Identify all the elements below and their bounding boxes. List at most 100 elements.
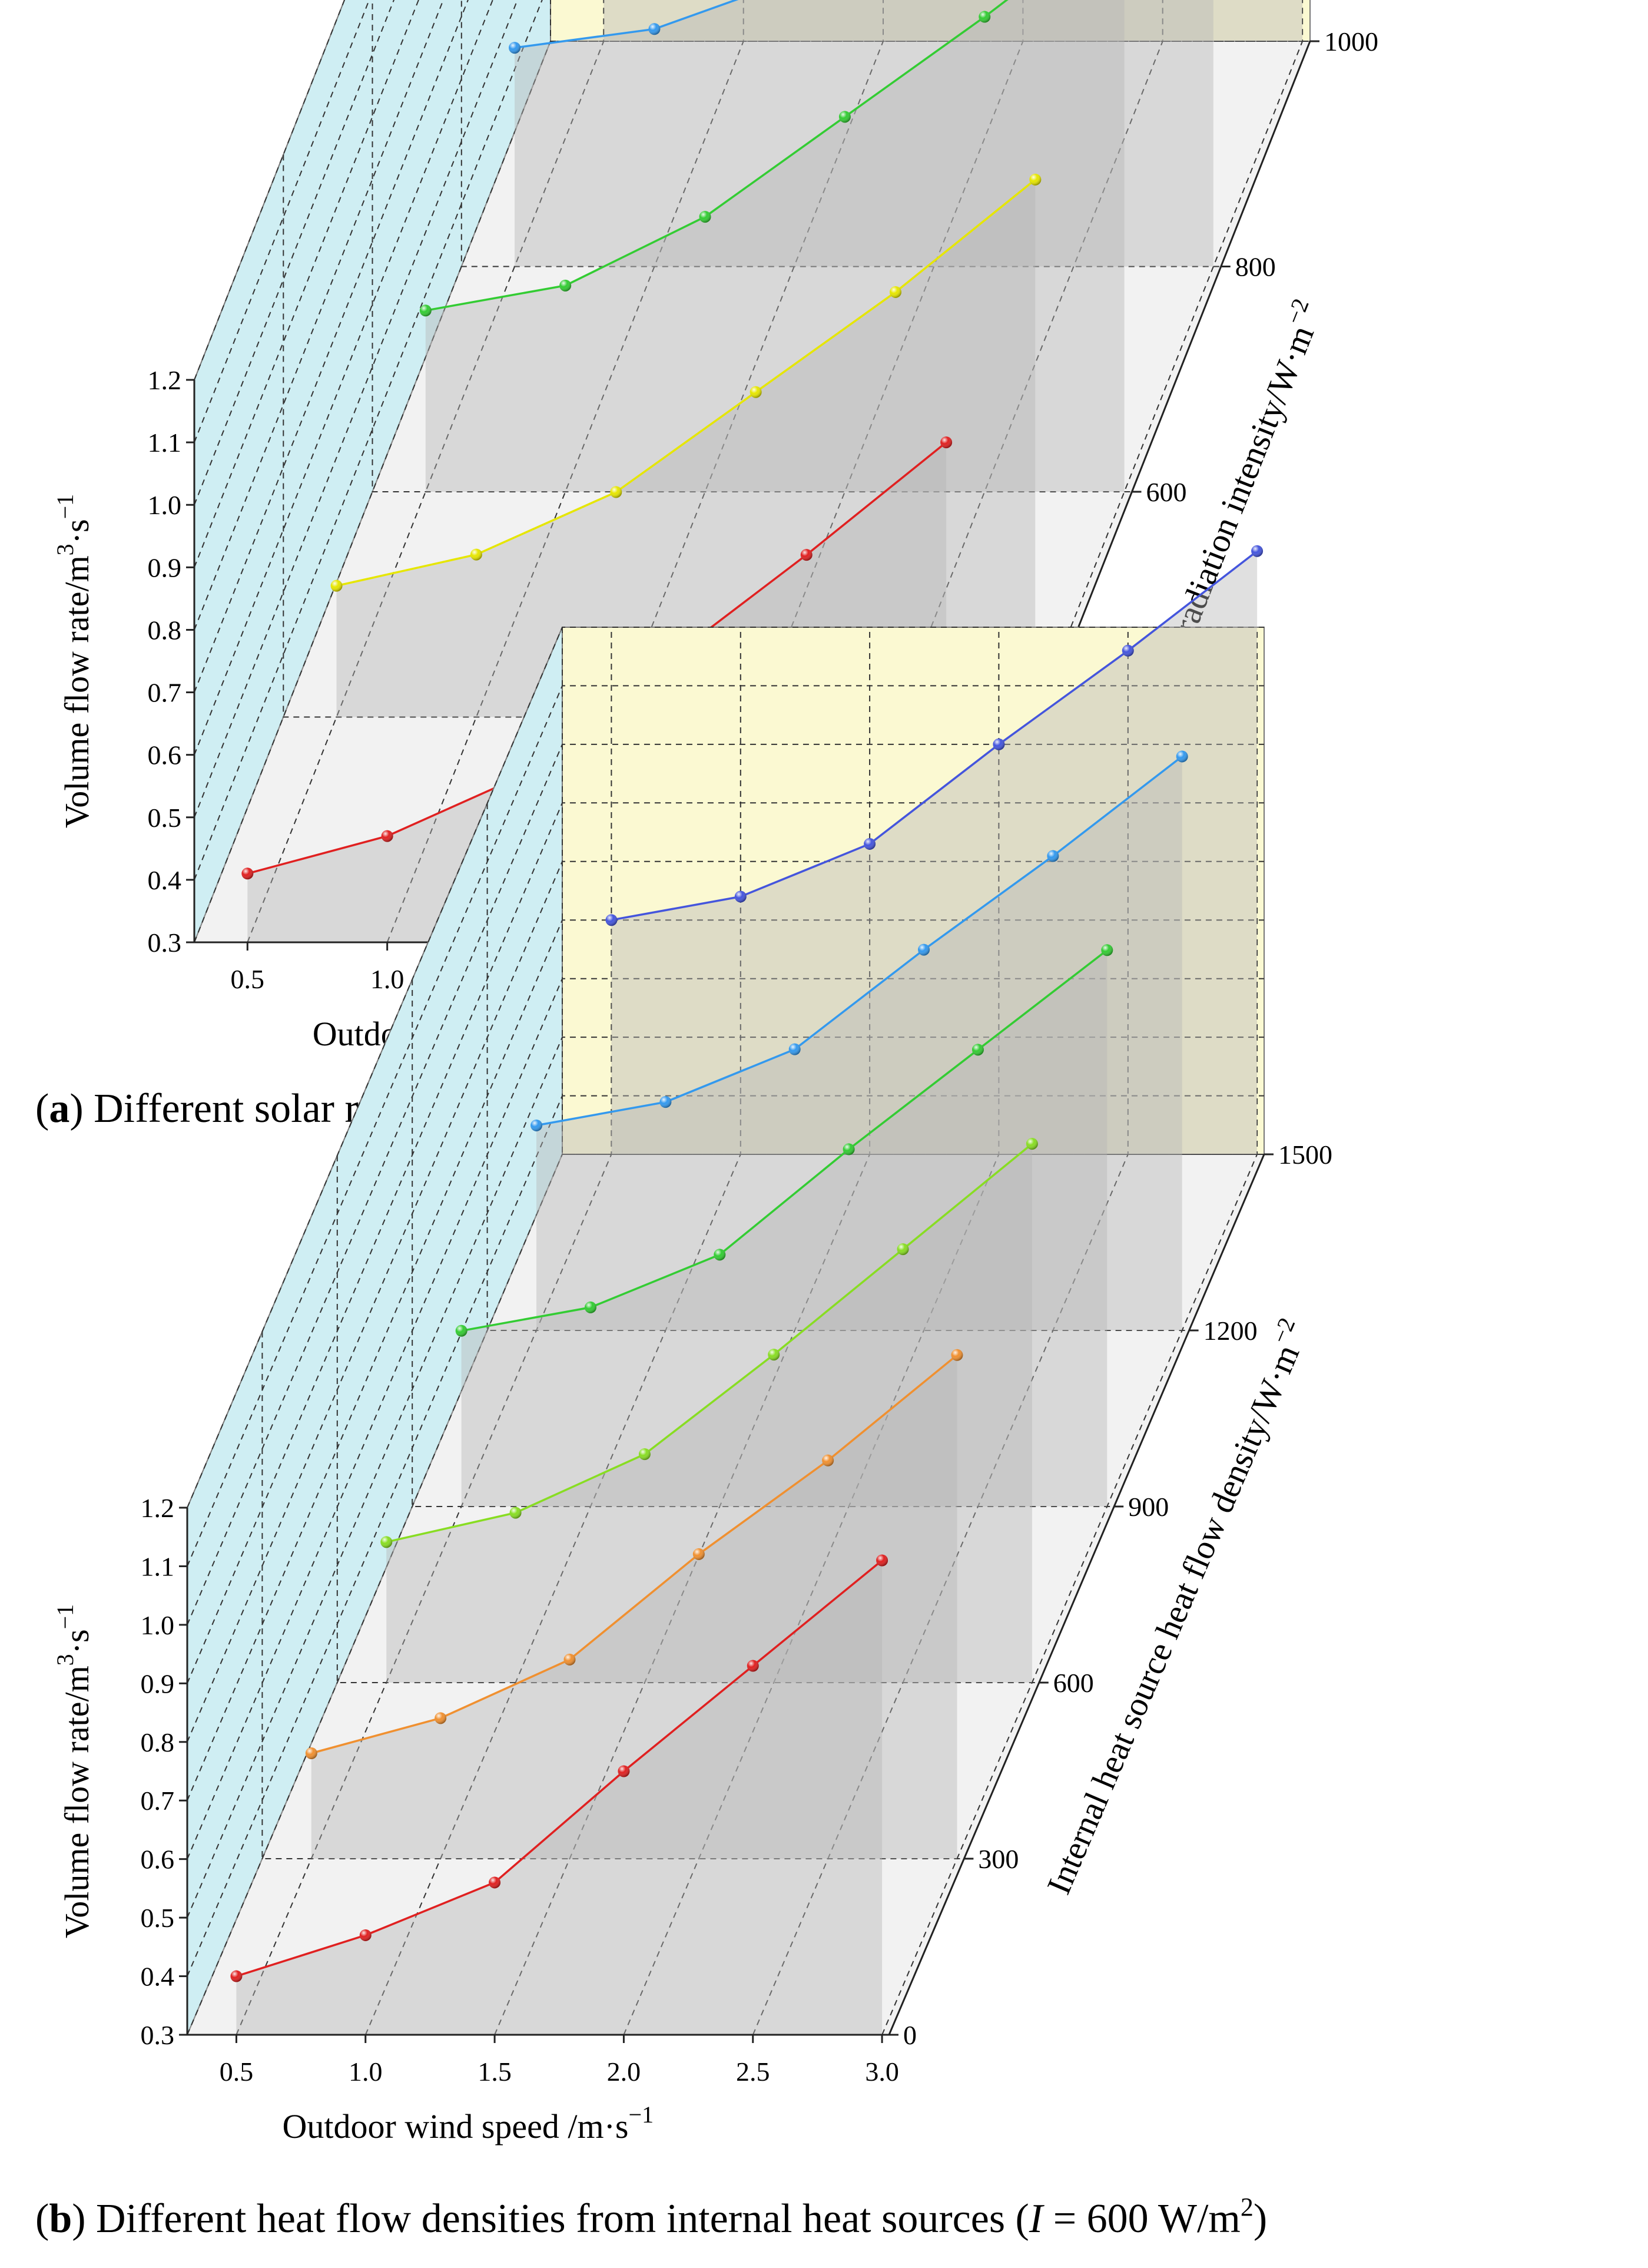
data-point-shade — [1251, 545, 1264, 557]
data-point-shade — [734, 890, 747, 903]
data-point-shade — [843, 1143, 855, 1155]
y-gridline — [187, 1154, 1264, 2035]
z-tick-label: 600 — [1146, 477, 1187, 507]
data-point-shade — [800, 549, 813, 561]
data-point-shade — [610, 486, 622, 498]
data-point-shade — [838, 111, 851, 123]
z-tick-label: 900 — [1128, 1492, 1169, 1522]
data-point-shade — [584, 1301, 596, 1313]
data-point-shade — [455, 1325, 467, 1337]
y-gridline — [194, 0, 346, 380]
y-gridline — [194, 0, 469, 693]
data-point-shade — [699, 211, 711, 223]
data-point-shade — [509, 1507, 522, 1519]
series-line-400 — [336, 178, 1036, 587]
x-tick-label: 3.0 — [865, 2057, 899, 2087]
z-gridline — [283, 154, 1043, 718]
series-surface-1000 — [604, 0, 1303, 41]
series-surface-0 — [236, 1560, 883, 2035]
data-point-shade — [1176, 750, 1188, 763]
x-tick-label: 1.5 — [478, 2057, 512, 2087]
data-point-shade — [618, 1765, 630, 1777]
y-tick-label: 0.3 — [148, 928, 182, 958]
figure-caption-b: (b) Different heat flow densities from i… — [35, 2193, 1267, 2241]
z-axis-line — [888, 1154, 1265, 2035]
data-point-shade — [1047, 850, 1059, 862]
y-gridline — [194, 0, 543, 880]
data-point-shade — [951, 1349, 963, 1361]
series-surface-400 — [336, 179, 1036, 717]
data-point-shade — [993, 738, 1005, 750]
z-gridline — [372, 0, 1132, 492]
data-point-shade — [897, 1243, 909, 1256]
data-point-shade — [419, 304, 432, 317]
y-gridline — [187, 802, 1264, 1684]
series-line-900 — [461, 949, 1108, 1332]
data-point-shade — [864, 837, 876, 850]
y-gridline — [194, 0, 518, 818]
data-point-shade — [230, 1970, 243, 1982]
y-gridline — [194, 0, 444, 630]
y-tick-label: 0.4 — [148, 865, 182, 895]
x-tick-label: 0.5 — [220, 2057, 254, 2087]
data-point-shade — [1101, 944, 1113, 956]
data-point-shade — [470, 548, 482, 561]
z-gridline — [550, 0, 1310, 42]
data-point-shade — [381, 830, 393, 842]
data-point-shade — [305, 1747, 317, 1759]
y-tick-label: 0.7 — [141, 1786, 175, 1816]
series-line-600 — [386, 1143, 1033, 1544]
data-point-shade — [380, 1536, 393, 1548]
series-surface-300 — [311, 1355, 957, 1859]
y-axis-label: Volume flow rate/m3·s−1 — [52, 1604, 96, 1938]
data-point-shade — [889, 286, 901, 298]
y-gridline — [194, 0, 370, 443]
series-surface-800 — [515, 0, 1213, 267]
y-axis-label: Volume flow rate/m3·s−1 — [52, 494, 96, 828]
series-line-0 — [236, 1560, 883, 1978]
y-tick-label: 0.9 — [141, 1668, 175, 1698]
y-gridline — [194, 0, 419, 568]
x-axis-label: Outdoor wind speed /m·s−1 — [283, 2101, 654, 2146]
y-tick-label: 1.2 — [141, 1493, 175, 1523]
data-point-shade — [1026, 1138, 1038, 1150]
y-tick-label: 0.7 — [148, 678, 182, 708]
z-tick-label: 1500 — [1278, 1140, 1332, 1170]
z-tick-label: 800 — [1235, 252, 1276, 282]
data-point-shade — [659, 1096, 672, 1108]
y-tick-label: 0.5 — [141, 1903, 175, 1933]
data-point-shade — [747, 1660, 759, 1672]
y-gridline — [194, 0, 395, 505]
data-point-shade — [768, 1349, 780, 1361]
data-point-shade — [1122, 644, 1134, 657]
y-tick-label: 0.3 — [141, 2020, 175, 2050]
y-gridline — [187, 1037, 1264, 1918]
y-tick-label: 0.6 — [141, 1845, 175, 1875]
x-gridline — [494, 627, 871, 2035]
y-tick-label: 1.1 — [148, 428, 182, 458]
y-tick-label: 0.4 — [141, 1962, 175, 1992]
series-line-800 — [514, 0, 739, 49]
data-point-shade — [559, 279, 572, 292]
x-tick-label: 2.5 — [736, 2057, 770, 2087]
data-point-shade — [1029, 173, 1042, 186]
data-point-shade — [750, 386, 762, 398]
series-surface-600 — [425, 0, 1125, 492]
data-point-shade — [330, 580, 343, 592]
z-tick-label: 300 — [978, 1844, 1019, 1874]
data-point-shade — [876, 1554, 888, 1567]
y-tick-label: 1.0 — [141, 1610, 175, 1640]
y-tick-label: 1.2 — [148, 365, 182, 395]
series-line-300 — [311, 1354, 958, 1754]
data-point-shade — [509, 42, 521, 54]
series-line-600 — [425, 0, 1009, 312]
y-tick-label: 0.6 — [148, 740, 182, 770]
z-gridline — [460, 0, 1221, 267]
series-surface-600 — [386, 1144, 1032, 1683]
data-point-shade — [822, 1454, 834, 1466]
y-tick-label: 0.9 — [148, 552, 182, 582]
data-point-shade — [692, 1548, 705, 1560]
x-tick-label: 1.0 — [349, 2057, 383, 2087]
z-tick-label: 1000 — [1324, 27, 1378, 57]
x-tick-label: 0.5 — [231, 964, 265, 994]
